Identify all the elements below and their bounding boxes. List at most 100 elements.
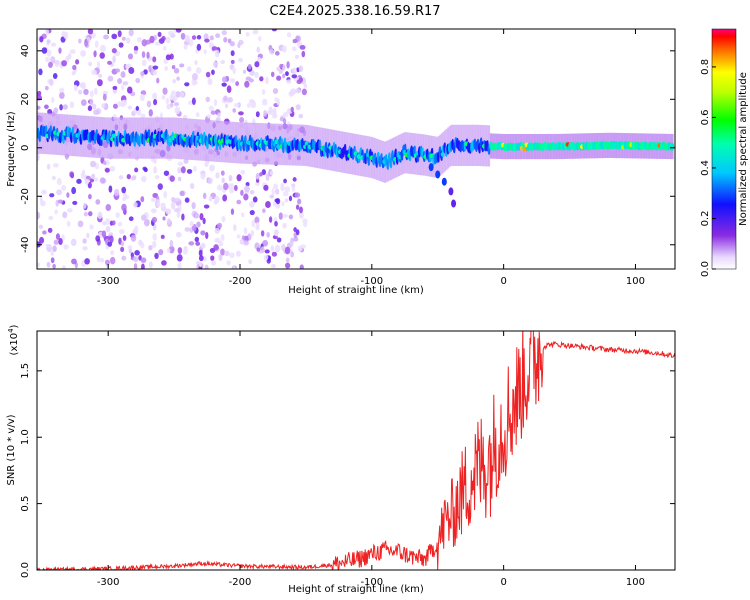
- spectrogram-cell: [175, 91, 181, 98]
- spectrogram-cell: [223, 182, 229, 191]
- spectrogram-cell: [236, 174, 242, 182]
- spectrogram-cell: [184, 197, 190, 203]
- spectrogram-cell: [254, 71, 259, 79]
- spectrogram-cell: [122, 81, 129, 86]
- spectrogram-cell: [205, 96, 211, 102]
- spectrogram-cell: [281, 243, 286, 251]
- colorbar-ticks: 0.0 0.2 0.4 0.6 0.8: [700, 59, 716, 277]
- spectrogram-cell: [298, 65, 303, 73]
- spectrogram-cell: [37, 90, 42, 96]
- spectrogram-cell: [186, 66, 192, 72]
- spectrogram-cell: [89, 90, 94, 98]
- spectrogram-cell: [51, 96, 55, 104]
- spectrogram-cell: [265, 173, 270, 181]
- spectrogram-cell: [282, 73, 286, 79]
- spectrogram-cell: [259, 172, 263, 177]
- spectrogram-cell: [146, 100, 152, 108]
- spectrogram-cell: [65, 55, 70, 63]
- spectrogram-cell: [152, 240, 157, 249]
- spectrogram-cell: [245, 182, 250, 187]
- spectrogram-cell: [93, 50, 97, 58]
- y-multiplier-exponent: 4: [7, 328, 15, 333]
- x-tick-label: -100: [360, 577, 383, 588]
- spectrogram-cell: [66, 220, 71, 227]
- spectrogram-cell: [128, 67, 135, 74]
- spectrogram-cell: [111, 48, 117, 54]
- spectrogram-cell: [264, 249, 270, 254]
- spectrogram-cell: [165, 208, 172, 215]
- spectrogram-cell: [184, 227, 190, 232]
- spectrogram-cell: [44, 104, 49, 110]
- spectrogram-cell: [119, 228, 125, 235]
- spectrogram-cell: [226, 260, 231, 266]
- spectrogram-cell: [282, 213, 288, 218]
- spectrogram-cells: [37, 29, 675, 269]
- spectrogram-cell: [182, 248, 188, 255]
- spectrogram-cell: [269, 48, 275, 55]
- spectrogram-cell: [173, 101, 180, 107]
- spectrogram-cell: [262, 208, 266, 214]
- spectrogram-cell: [121, 255, 127, 261]
- spectrogram-cell: [292, 177, 297, 182]
- spectrogram-cell: [173, 208, 180, 213]
- spectrogram-cell: [173, 68, 180, 74]
- spectrogram-cell: [238, 57, 243, 63]
- spectrogram-cell: [141, 59, 147, 67]
- spectrogram-cell: [251, 219, 256, 228]
- spectrogram-cell: [193, 80, 198, 85]
- spectrogram-cell: [176, 254, 183, 262]
- spectrogram-cell: [162, 87, 168, 95]
- spectrogram-cell: [232, 266, 236, 269]
- spectrogram-cell: [48, 61, 53, 68]
- spectrogram-cell: [39, 196, 43, 202]
- spectrogram-cell: [126, 174, 131, 180]
- y-tick-label: 0.5: [20, 496, 31, 512]
- spectrogram-cell: [254, 61, 260, 68]
- spectrogram-cell: [284, 198, 289, 203]
- spectrogram-cell: [73, 84, 78, 92]
- spectrogram-cell: [274, 244, 281, 253]
- spectrogram-cell: [127, 53, 134, 60]
- spectrogram-cell: [131, 175, 137, 181]
- spectrogram-cell: [202, 217, 206, 225]
- spectrogram-cell: [249, 209, 255, 216]
- spectrogram-cell: [126, 37, 131, 44]
- spectrogram-cell: [56, 177, 62, 186]
- spectrogram-cell: [71, 186, 77, 195]
- spectrogram-cell: [140, 242, 145, 249]
- spectrogram-cell: [292, 67, 297, 75]
- spectrogram-cell: [291, 46, 297, 52]
- spectrogram-cell: [140, 113, 146, 119]
- spectrogram-cell: [63, 244, 69, 250]
- x-tick-label: -100: [360, 276, 383, 287]
- spectrogram-cell: [235, 81, 240, 87]
- spectrogram-cell: [111, 33, 118, 40]
- spectrogram-cell: [221, 76, 227, 83]
- spectrogram-cell: [140, 214, 147, 221]
- spectrogram-cell: [102, 93, 107, 101]
- spectrogram-cell: [274, 220, 278, 227]
- spectrogram-cell: [282, 111, 289, 118]
- spectrogram-cell: [270, 245, 275, 252]
- x-tick-label: 0: [500, 276, 506, 287]
- spectrogram-cell: [69, 49, 76, 54]
- spectrogram-cell: [227, 97, 233, 103]
- spectrogram-cell: [174, 106, 181, 115]
- spectrogram-cell: [268, 106, 273, 114]
- spectrogram-cell: [254, 216, 260, 224]
- spectrogram-cell: [245, 31, 250, 37]
- spectrogram-cell: [87, 181, 92, 189]
- spectrogram-cell: [299, 211, 304, 219]
- spectrogram-cell: [242, 69, 247, 74]
- spectrogram-cell: [82, 246, 88, 251]
- spectrogram-cell: [152, 70, 158, 76]
- spectrogram-cell: [37, 211, 41, 220]
- spectrogram-cell: [283, 178, 287, 184]
- spectrogram-cell: [112, 103, 119, 109]
- spectrogram-cell: [248, 259, 253, 265]
- spectrogram-cell: [189, 182, 195, 190]
- spectrogram-cell: [108, 232, 114, 237]
- spectrogram-cell: [290, 106, 294, 113]
- spectrogram-cell: [63, 31, 69, 40]
- spectrogram-cell: [195, 112, 200, 118]
